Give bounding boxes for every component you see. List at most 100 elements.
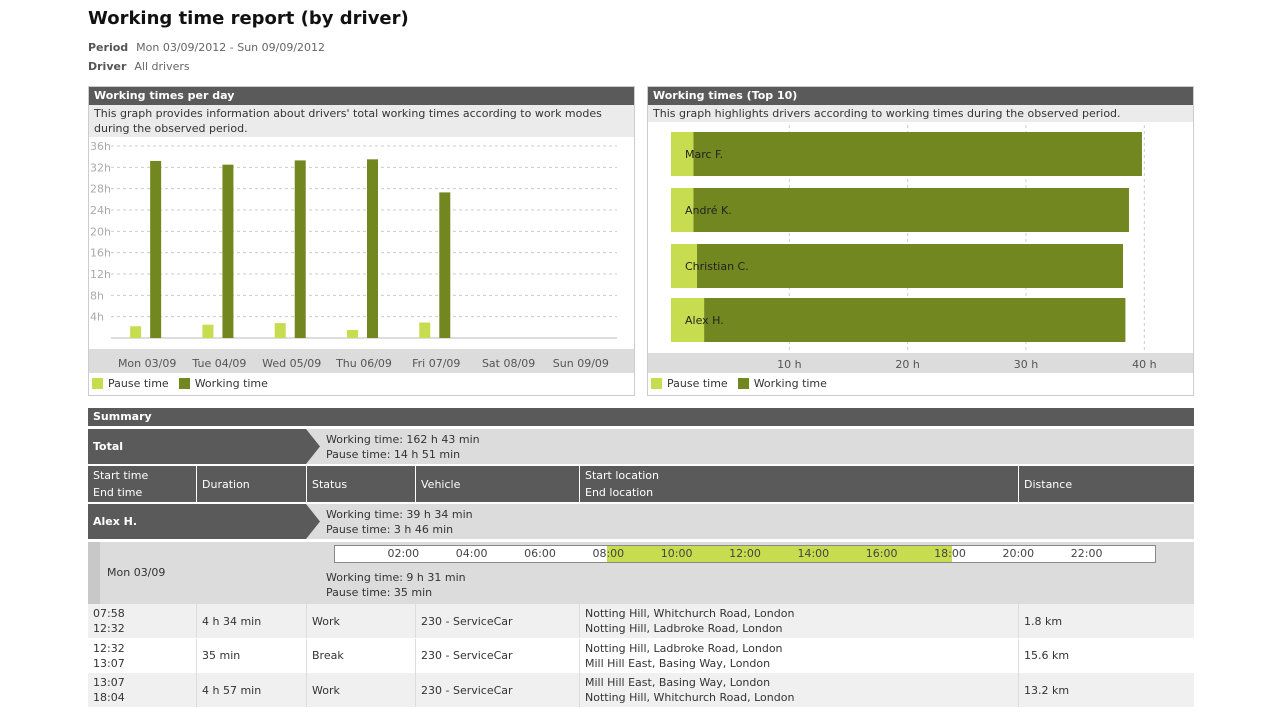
x-tick-label: Thu 06/09 (335, 357, 392, 370)
bar-pause (130, 326, 142, 338)
duration-cell: 4 h 57 min (196, 673, 306, 707)
bar-working (693, 132, 1142, 176)
total-band: Total Working time: 162 h 43 min Pause t… (88, 429, 1194, 464)
bar-pause (419, 322, 431, 338)
cell-text: 07:58 (93, 607, 125, 620)
time-cell: 12:32 13:07 (88, 639, 196, 673)
cell-text: 13:07 (93, 656, 125, 670)
col-label: Distance (1024, 477, 1073, 491)
driver-band[interactable]: Alex H. Working time: 39 h 34 min Pause … (88, 504, 1194, 539)
summary-title: Summary (88, 408, 1194, 426)
y-tick-label: 20h (90, 225, 111, 238)
vehicle-cell: 230 - ServiceCar (415, 604, 579, 638)
col-label: Start time (93, 469, 149, 482)
legend-item-pause: Pause time (651, 377, 728, 390)
top10-xaxis-band (648, 353, 1193, 373)
cell-text: 12:32 (93, 622, 125, 635)
x-tick-label: 30 h (1014, 358, 1038, 371)
cell-text: Notting Hill, Whitchurch Road, London (585, 691, 795, 704)
day-block[interactable]: Mon 03/09 02:00 04:00 06:00 08:00 10:00 12:00… (88, 542, 1194, 604)
total-values: Working time: 162 h 43 min Pause time: 1… (326, 432, 480, 462)
cell-text: Mill Hill East, Basing Way, London (585, 676, 771, 689)
y-tick-label: 32h (90, 161, 111, 174)
bar-pause (671, 298, 705, 342)
page-title: Working time report (by driver) (88, 8, 409, 29)
timeline-tick: 02:00 (387, 547, 420, 560)
col-label: End time (93, 486, 143, 499)
timeline-tick: 20:00 (1002, 547, 1035, 560)
duration-cell: 4 h 34 min (196, 604, 306, 638)
bar-pause (671, 244, 698, 288)
table-row[interactable]: 13:07 18:04 4 h 57 min Work 230 - ServiceCar… (88, 673, 1194, 707)
cell-text: Work (312, 614, 340, 628)
day-timeline: 02:00 04:00 06:00 08:00 10:00 12:00 14:00 16:00… (334, 545, 1156, 563)
duration-cell: 35 min (196, 638, 306, 673)
legend-label-pause: Pause time (667, 377, 728, 390)
bar-working (150, 160, 162, 338)
legend-item-working: Working time (178, 377, 268, 390)
top10-panel-description: This graph highlights drivers according … (648, 105, 1193, 122)
total-working-time: Working time: 162 h 43 min (326, 433, 480, 446)
x-tick-label: 40 h (1132, 358, 1156, 371)
period-label: Period (88, 41, 129, 54)
y-tick-label: 28h (90, 183, 111, 196)
col-label: Start location (585, 469, 660, 482)
day-values: Working time: 9 h 31 min Pause time: 35 … (326, 570, 466, 600)
col-status[interactable]: Status (306, 466, 415, 502)
distance-cell: 13.2 km (1018, 673, 1194, 707)
bar-pause (274, 323, 286, 338)
cell-text: 35 min (202, 649, 241, 662)
cell-text: Work (312, 683, 340, 697)
table-row[interactable]: 12:32 13:07 35 min Break 230 - ServiceCar Not… (88, 638, 1194, 673)
timeline-tick: 22:00 (1070, 547, 1103, 560)
location-cell: Mill Hill East, Basing Way, London Nottin… (579, 673, 1018, 707)
period-line: Period Mon 03/09/2012 - Sun 09/09/2012 (88, 41, 325, 54)
cell-text: 13:07 (93, 676, 125, 689)
total-label: Total (88, 429, 320, 464)
timeline-tick: 16:00 (865, 547, 898, 560)
working-swatch (737, 378, 749, 389)
col-start-end[interactable]: Start time End time (88, 466, 196, 502)
bar-category-label: Marc F. (685, 148, 723, 161)
per-day-legend: Pause time Working time (92, 377, 278, 390)
table-row[interactable]: 07:58 12:32 4 h 34 min Work 230 - ServiceCar… (88, 604, 1194, 638)
timeline-tick: 04:00 (455, 547, 488, 560)
col-location[interactable]: Start location End location (579, 466, 1018, 502)
x-tick-label: 10 h (777, 358, 801, 371)
col-vehicle[interactable]: Vehicle (415, 466, 579, 502)
driver-working-time: Working time: 39 h 34 min (326, 508, 473, 521)
top10-legend: Pause time Working time (651, 377, 837, 390)
col-duration[interactable]: Duration (196, 466, 306, 502)
top10-panel-title: Working times (Top 10) (648, 87, 1193, 105)
x-tick-label: Fri 07/09 (412, 357, 460, 370)
status-cell: Break (306, 638, 415, 673)
top10-chart: 10 h 20 h 30 h 40 h Marc F. André K. Christian… (671, 125, 1157, 371)
time-cell: 07:58 12:32 (88, 604, 196, 638)
table-header: Start time End time Duration Status Vehic… (88, 466, 1194, 502)
x-tick-label: Mon 03/09 (118, 357, 176, 370)
per-day-panel-title: Working times per day (89, 87, 634, 105)
status-cell: Work (306, 604, 415, 638)
timeline-tick: 06:00 (524, 547, 556, 560)
distance-cell: 1.8 km (1018, 604, 1194, 638)
timeline-tick: 12:00 (729, 547, 761, 560)
driver-values: Working time: 39 h 34 min Pause time: 3 … (326, 507, 473, 537)
bar-pause (671, 132, 694, 176)
cell-text: 4 h 34 min (202, 614, 262, 628)
driver-value: All drivers (134, 60, 190, 73)
pause-swatch (92, 378, 103, 389)
x-tick-label: 20 h (895, 358, 919, 371)
x-tick-label: Wed 05/09 (262, 357, 321, 370)
per-day-chart: 4h 8h 12h 16h 20h 24h 28h 32h 36h Mon 03/09 Tue 04… (90, 140, 617, 370)
y-tick-label: 16h (90, 247, 111, 260)
bar-working (439, 192, 451, 338)
bar-pause (671, 188, 694, 232)
day-label: Mon 03/09 (107, 566, 166, 579)
legend-label-working: Working time (753, 377, 827, 390)
bar-working (222, 164, 234, 338)
per-day-panel: Working times per day This graph provide… (88, 86, 635, 396)
timeline-tick: 08:00 (592, 547, 625, 560)
legend-label-working: Working time (194, 377, 268, 390)
pause-swatch (651, 378, 662, 389)
col-distance[interactable]: Distance (1018, 466, 1194, 502)
